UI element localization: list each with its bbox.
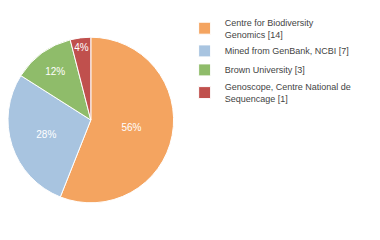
svg-text:28%: 28% [36, 129, 56, 140]
svg-text:4%: 4% [74, 42, 89, 53]
svg-text:Centre for BiodiversityGenomic: Centre for BiodiversityGenomics [14] [225, 18, 314, 40]
svg-text:Genoscope, Centre National deS: Genoscope, Centre National deSequencage … [225, 82, 351, 104]
svg-text:56%: 56% [121, 122, 141, 133]
svg-text:12%: 12% [45, 66, 65, 77]
svg-text:Mined from GenBank, NCBI [7]: Mined from GenBank, NCBI [7] [225, 46, 349, 56]
svg-text:Brown University [3]: Brown University [3] [225, 65, 305, 75]
